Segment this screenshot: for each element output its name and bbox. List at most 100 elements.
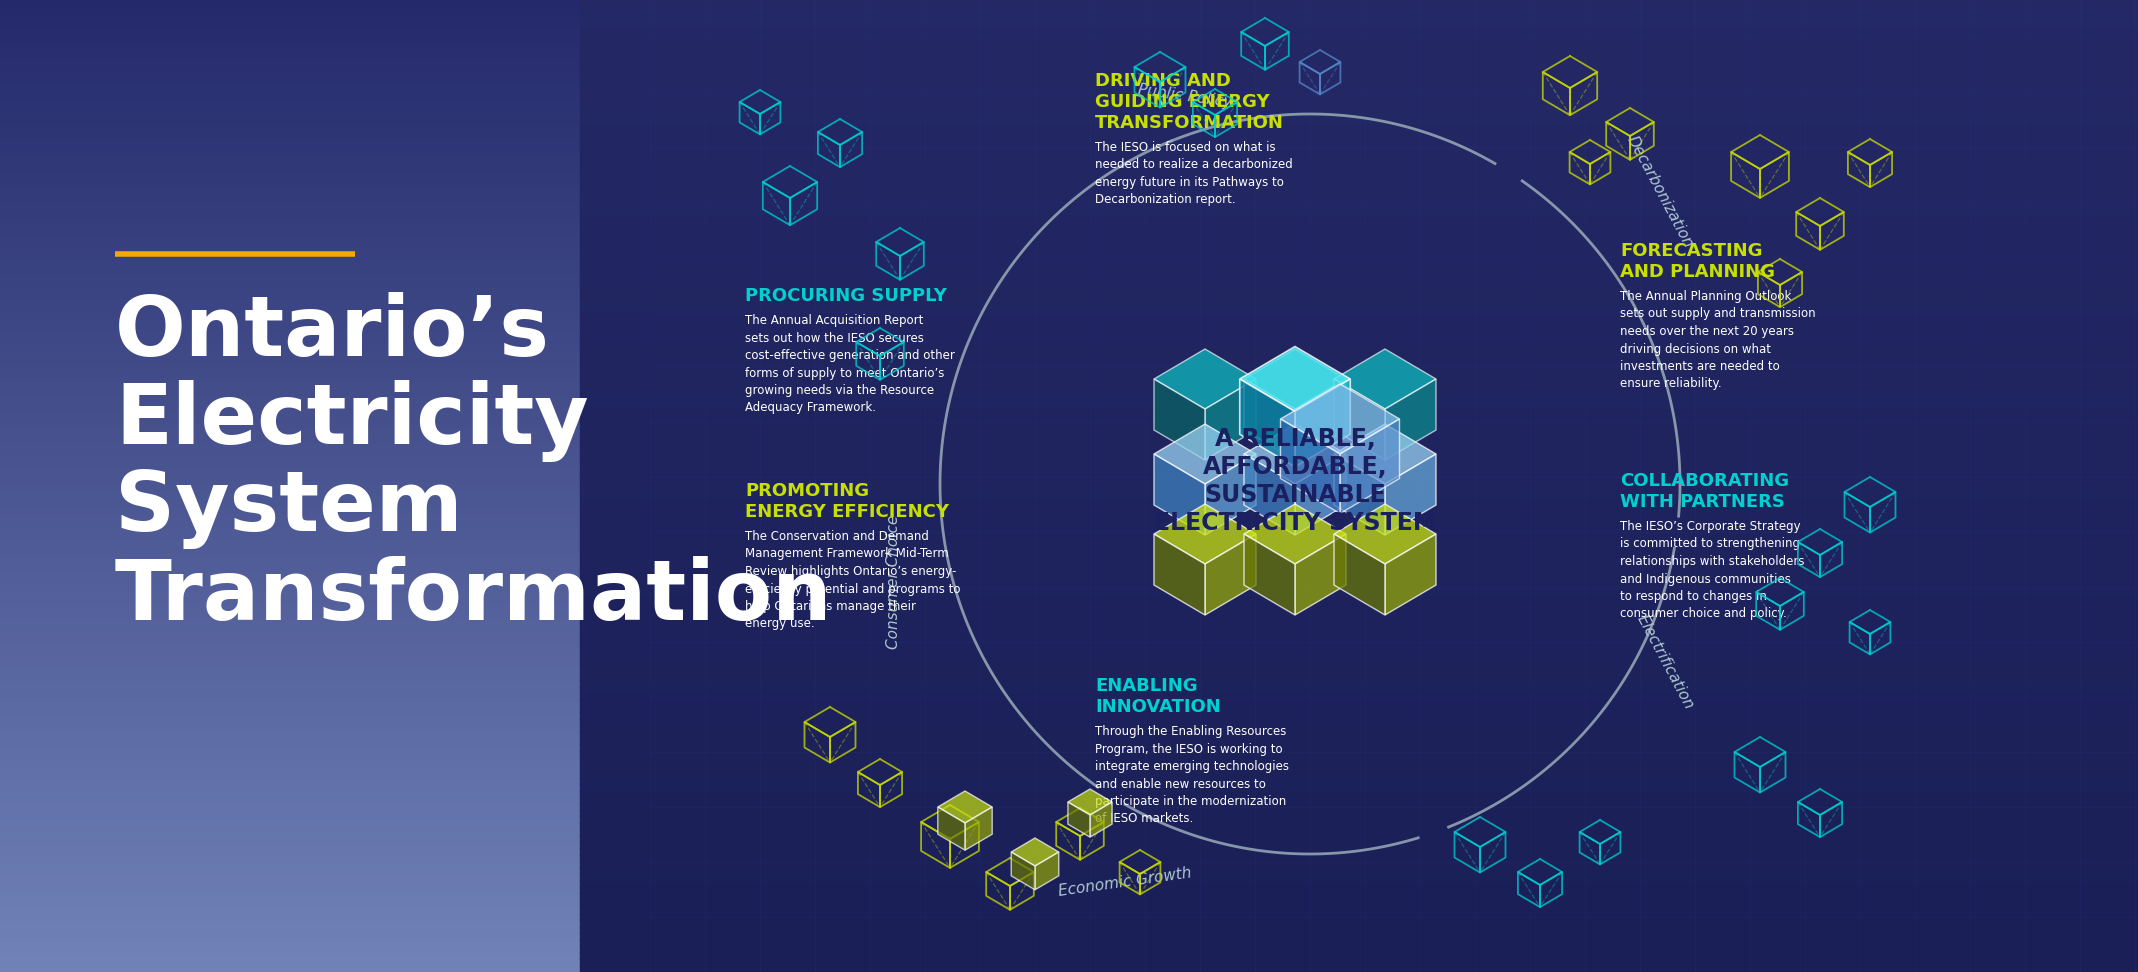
- Bar: [0, 589, 579, 596]
- Bar: [0, 459, 579, 467]
- Bar: [579, 284, 2138, 292]
- Text: SUSTAINABLE: SUSTAINABLE: [1204, 483, 1385, 507]
- Text: ENABLING: ENABLING: [1095, 677, 1197, 695]
- Bar: [579, 368, 2138, 376]
- Bar: [0, 336, 579, 343]
- Bar: [579, 893, 2138, 901]
- Text: Economic Growth: Economic Growth: [1058, 865, 1193, 899]
- Bar: [579, 70, 2138, 78]
- Polygon shape: [1281, 419, 1341, 513]
- Bar: [0, 142, 579, 149]
- Bar: [0, 699, 579, 707]
- Bar: [579, 349, 2138, 357]
- Polygon shape: [1244, 534, 1296, 615]
- Text: WITH PARTNERS: WITH PARTNERS: [1621, 493, 1785, 511]
- Bar: [0, 789, 579, 797]
- Text: COLLABORATING: COLLABORATING: [1621, 472, 1790, 490]
- Bar: [0, 667, 579, 674]
- Bar: [579, 297, 2138, 304]
- Bar: [579, 135, 2138, 143]
- Bar: [579, 731, 2138, 739]
- Bar: [579, 660, 2138, 668]
- Bar: [579, 750, 2138, 758]
- Polygon shape: [1334, 424, 1437, 484]
- Polygon shape: [1155, 424, 1255, 484]
- Text: GUIDING ENERGY: GUIDING ENERGY: [1095, 93, 1270, 111]
- Bar: [0, 239, 579, 246]
- Text: Ontario’s: Ontario’s: [115, 292, 549, 373]
- Bar: [0, 439, 579, 447]
- Text: Consumer Choice: Consumer Choice: [887, 515, 902, 649]
- Bar: [579, 200, 2138, 207]
- Polygon shape: [1155, 534, 1206, 615]
- Bar: [0, 96, 579, 104]
- Bar: [579, 595, 2138, 603]
- Polygon shape: [1067, 802, 1090, 837]
- Bar: [0, 621, 579, 629]
- Bar: [0, 368, 579, 376]
- Bar: [579, 232, 2138, 240]
- Bar: [0, 706, 579, 712]
- Bar: [579, 861, 2138, 868]
- Bar: [0, 148, 579, 156]
- Polygon shape: [1155, 454, 1206, 535]
- Bar: [579, 128, 2138, 136]
- Polygon shape: [1385, 534, 1437, 615]
- Bar: [0, 77, 579, 85]
- Bar: [579, 6, 2138, 13]
- Bar: [579, 647, 2138, 654]
- Text: AFFORDABLE,: AFFORDABLE,: [1204, 455, 1388, 479]
- Bar: [579, 167, 2138, 175]
- Bar: [0, 38, 579, 46]
- Bar: [0, 750, 579, 758]
- Bar: [579, 459, 2138, 467]
- Bar: [579, 395, 2138, 401]
- Bar: [579, 407, 2138, 415]
- Bar: [0, 284, 579, 292]
- Bar: [0, 317, 579, 324]
- Bar: [579, 64, 2138, 71]
- Bar: [579, 362, 2138, 369]
- Text: The IESO’s Corporate Strategy
is committed to strengthening
relationships with s: The IESO’s Corporate Strategy is committ…: [1621, 520, 1804, 620]
- Bar: [0, 25, 579, 32]
- Bar: [0, 803, 579, 810]
- Polygon shape: [1244, 424, 1347, 484]
- Bar: [579, 614, 2138, 622]
- Bar: [579, 213, 2138, 221]
- Text: System: System: [115, 468, 462, 549]
- Polygon shape: [1155, 379, 1206, 460]
- Bar: [579, 531, 2138, 538]
- Bar: [579, 245, 2138, 253]
- Bar: [0, 206, 579, 214]
- Bar: [579, 38, 2138, 46]
- Bar: [579, 342, 2138, 350]
- Bar: [579, 330, 2138, 337]
- Bar: [0, 103, 579, 110]
- Bar: [0, 517, 579, 525]
- Bar: [0, 181, 579, 188]
- Bar: [579, 310, 2138, 318]
- Bar: [579, 789, 2138, 797]
- Polygon shape: [939, 791, 992, 823]
- Text: PROCURING SUPPLY: PROCURING SUPPLY: [744, 287, 947, 305]
- Bar: [579, 589, 2138, 596]
- Bar: [579, 427, 2138, 434]
- Bar: [579, 679, 2138, 687]
- Bar: [579, 764, 2138, 771]
- Bar: [579, 271, 2138, 279]
- Polygon shape: [1155, 504, 1255, 564]
- Polygon shape: [1206, 454, 1255, 535]
- Bar: [0, 809, 579, 816]
- Bar: [579, 89, 2138, 97]
- Bar: [579, 12, 2138, 19]
- Bar: [579, 220, 2138, 226]
- Bar: [579, 504, 2138, 512]
- Bar: [0, 427, 579, 434]
- Bar: [0, 400, 579, 408]
- Bar: [0, 641, 579, 648]
- Bar: [579, 757, 2138, 765]
- Bar: [579, 193, 2138, 201]
- Bar: [579, 356, 2138, 363]
- Bar: [579, 226, 2138, 233]
- Bar: [0, 893, 579, 901]
